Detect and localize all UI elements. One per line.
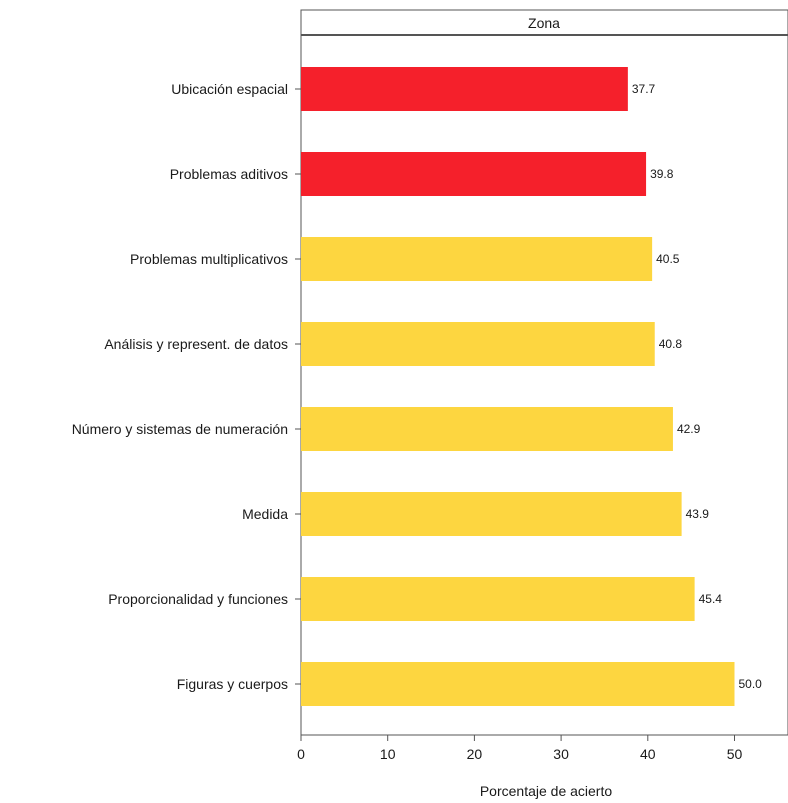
data-label: 43.9 bbox=[686, 507, 710, 521]
plot-frame bbox=[300, 34, 788, 736]
category-label: Problemas aditivos bbox=[170, 166, 288, 182]
data-label: 45.4 bbox=[699, 592, 723, 606]
bar bbox=[301, 577, 695, 621]
category-label: Problemas multiplicativos bbox=[130, 251, 288, 267]
data-label: 42.9 bbox=[677, 422, 701, 436]
bar bbox=[301, 322, 655, 366]
x-axis-title: Porcentaje de acierto bbox=[480, 783, 613, 799]
x-tick-label: 40 bbox=[640, 746, 656, 762]
bar bbox=[301, 407, 673, 451]
bars-layer: Ubicación espacial 37.7 Problemas aditivos… bbox=[72, 67, 762, 706]
data-label: 50.0 bbox=[739, 677, 763, 691]
bar bbox=[301, 237, 653, 281]
category-label: Ubicación espacial bbox=[171, 81, 288, 97]
bar bbox=[301, 67, 628, 111]
category-label: Medida bbox=[242, 506, 288, 522]
x-tick-label: 20 bbox=[467, 746, 483, 762]
panel-title: Zona bbox=[528, 15, 560, 31]
x-tick-label: 10 bbox=[380, 746, 396, 762]
category-label: Número y sistemas de numeración bbox=[72, 421, 288, 437]
bar bbox=[301, 662, 735, 706]
data-label: 39.8 bbox=[650, 167, 674, 181]
x-axis: 0 10 20 30 40 50 bbox=[297, 735, 742, 762]
panel-strip bbox=[300, 9, 788, 36]
data-label: 37.7 bbox=[632, 82, 656, 96]
x-tick-label: 30 bbox=[553, 746, 569, 762]
x-tick-label: 50 bbox=[727, 746, 743, 762]
category-label: Proporcionalidad y funciones bbox=[108, 591, 288, 607]
x-tick-label: 0 bbox=[297, 746, 305, 762]
bar bbox=[301, 492, 682, 536]
category-label: Análisis y represent. de datos bbox=[104, 336, 288, 352]
data-label: 40.5 bbox=[656, 252, 680, 266]
data-label: 40.8 bbox=[659, 337, 683, 351]
category-label: Figuras y cuerpos bbox=[177, 676, 288, 692]
bar bbox=[301, 152, 647, 196]
